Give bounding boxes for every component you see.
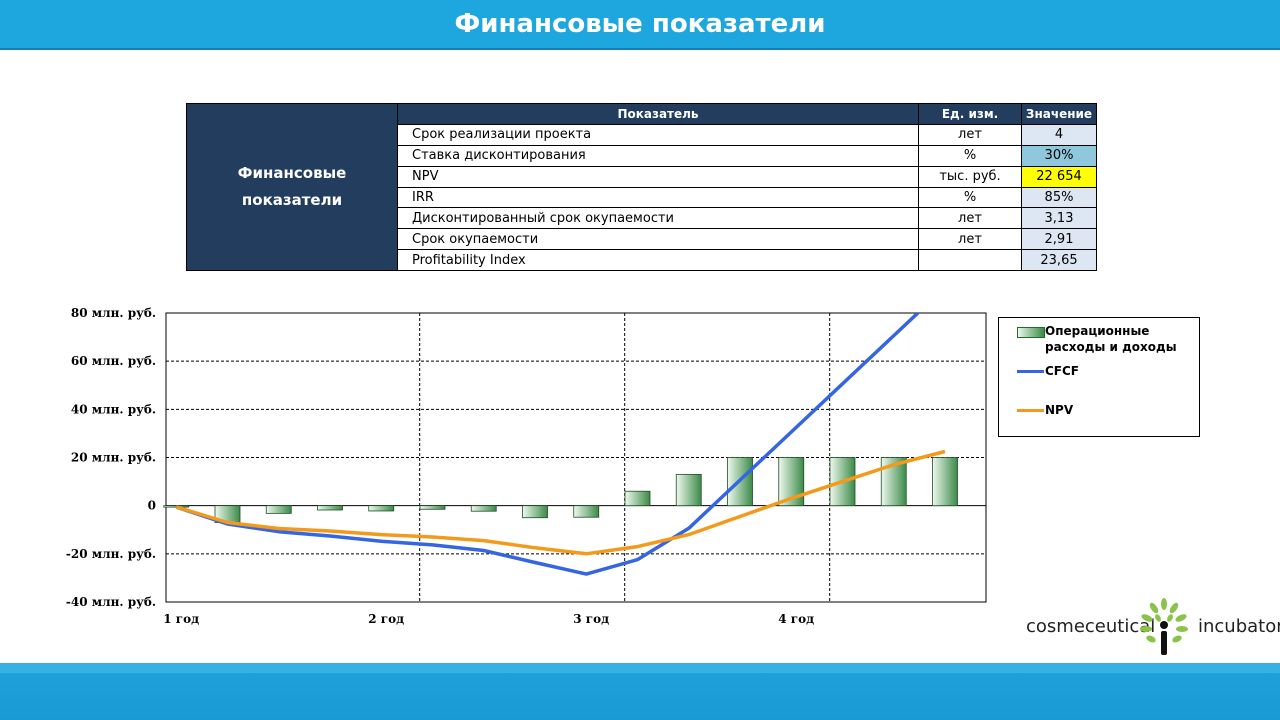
x-tick-label: 3 год [573,612,609,626]
footer-bar [0,663,1280,720]
y-tick-label: -40 млн. руб. [66,595,156,609]
bar-operations [419,505,446,510]
bar-operations [368,505,395,512]
y-tick-label: 40 млн. руб. [71,402,156,416]
indicator-value: 85% [1021,186,1097,209]
column-header-unit: Ед. изм. [918,103,1022,125]
table-header-row: Финансовые показатели Показатель Ед. изм… [186,102,1097,272]
legend-line-swatch [1017,370,1044,373]
bar-operations [573,505,600,518]
indicator-name: Profitability Index [397,249,919,272]
legend-label: CFCF [1045,364,1080,378]
bar-operations [317,505,343,511]
financial-indicators-table: Финансовые показатели Показатель Ед. изм… [186,102,1097,272]
bar-operations [932,457,958,507]
indicator-unit: лет [918,123,1022,146]
tree-logo-icon [1140,598,1188,655]
column-header-indicator: Показатель [397,103,919,125]
legend-label: NPV [1045,403,1074,417]
x-tick-label: 4 год [778,612,814,626]
x-tick-label: 2 год [368,612,404,626]
y-tick-label: 60 млн. руб. [71,354,156,368]
legend-line-swatch [1017,409,1044,412]
indicator-value-highlighted: 22 654 [1021,165,1097,188]
indicator-name: Срок реализации проекта [397,123,919,146]
indicator-value: 3,13 [1021,207,1097,230]
indicator-name: Ставка дисконтирования [397,144,919,167]
x-tick-label: 1 год [163,612,199,626]
legend-bar-swatch [1017,327,1045,338]
table-row: Ставка дисконтирования % 30% [187,144,1097,167]
table-row: Дисконтированный срок окупаемости лет 3,… [187,207,1097,230]
indicator-unit: % [918,186,1022,209]
bar-operations [675,473,702,507]
chart-legend: Операционные расходы и доходы CFCF NPV [998,317,1200,437]
table-side-label: Финансовые показатели [186,102,398,272]
bar-operations [163,505,190,508]
y-tick-label: 20 млн. руб. [71,451,156,465]
indicator-unit: % [918,144,1022,167]
indicator-name: NPV [397,165,919,188]
y-tick-label: 80 млн. руб. [71,306,156,320]
series-line-cfcf [175,313,921,576]
bar-operations [470,505,497,512]
bar-operations [265,505,292,514]
indicator-value: 2,91 [1021,228,1097,251]
table-row: Срок окупаемости лет 2,91 [187,228,1097,251]
indicator-unit: лет [918,228,1022,251]
column-header-value: Значение [1021,103,1097,125]
indicator-unit: лет [918,207,1022,230]
bar-operations [624,490,651,507]
table-row: Срок реализации проекта лет 4 [187,123,1097,146]
y-tick-label: -20 млн. руб. [66,547,156,561]
bar-operations [829,457,856,507]
bar-operations [522,505,548,519]
logo-word-right: incubator [1198,616,1280,637]
side-label-line-2: показатели [241,191,343,210]
indicator-value: 30% [1021,144,1097,167]
legend-label: Операционные расходы и доходы [1045,324,1177,354]
indicator-unit: тыс. руб. [918,165,1022,188]
table-row: NPV тыс. руб. 22 654 [187,165,1097,188]
indicator-name: Дисконтированный срок окупаемости [397,207,919,230]
title-bar: Финансовые показатели [0,0,1280,50]
indicator-name: IRR [397,186,919,209]
indicator-value: 23,65 [1021,249,1097,272]
logo-word-left: cosmeceutical [1026,616,1156,637]
indicator-value: 4 [1021,123,1097,146]
indicator-name: Срок окупаемости [397,228,919,251]
series-line-npv [175,449,946,556]
indicator-unit [918,249,1022,272]
cashflow-chart: 80 млн. руб. 60 млн. руб. 40 млн. руб. 20 м… [66,306,987,626]
cosmeceutical-incubator-logo: cosmeceutical incubator [1024,596,1280,658]
y-tick-label: 0 [148,499,156,513]
table-row: IRR % 85% [187,186,1097,209]
page-title: Финансовые показатели [454,9,826,39]
side-label-line-1: Финансовые [237,164,347,183]
table-row: Profitability Index 23,65 [187,249,1097,272]
